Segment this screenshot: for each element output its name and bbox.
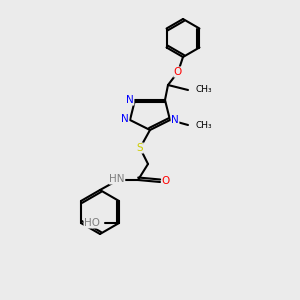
Text: HN: HN <box>109 174 125 184</box>
Text: O: O <box>162 176 170 186</box>
Text: N: N <box>121 114 129 124</box>
Text: CH₃: CH₃ <box>196 121 213 130</box>
Text: N: N <box>171 115 179 125</box>
Text: N: N <box>126 95 134 105</box>
Text: O: O <box>174 67 182 77</box>
Text: S: S <box>137 143 143 153</box>
Text: HO: HO <box>84 218 100 228</box>
Text: CH₃: CH₃ <box>196 85 213 94</box>
